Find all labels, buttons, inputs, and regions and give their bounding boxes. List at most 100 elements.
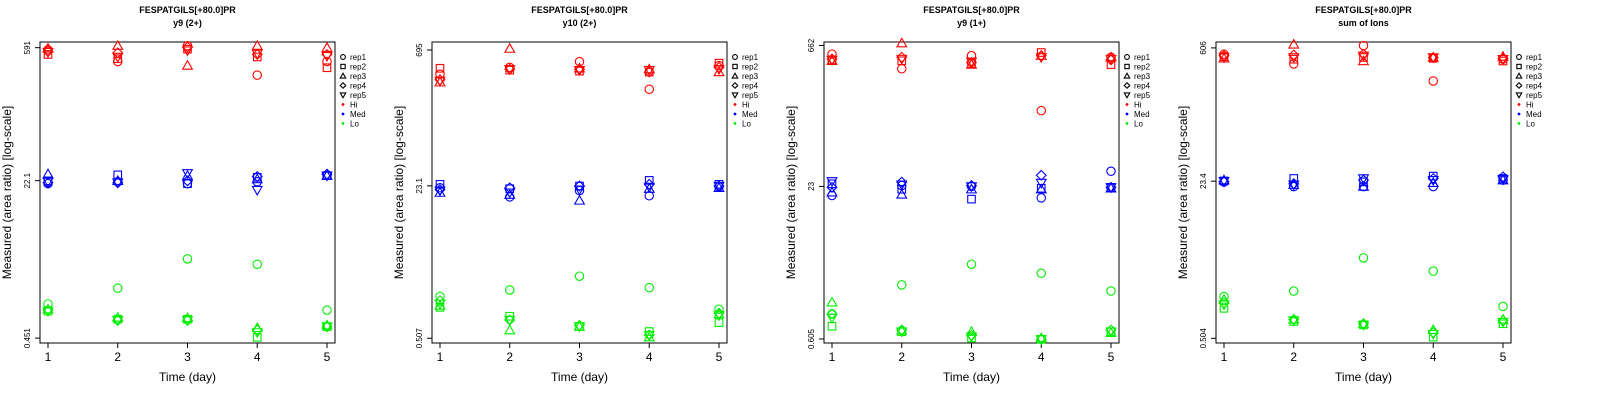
legend-label: rep1 — [1526, 53, 1543, 62]
data-point-hi-rep2 — [322, 63, 332, 73]
legend-dot-icon — [1125, 103, 1129, 106]
data-point-lo-rep5 — [1427, 329, 1440, 340]
data-point-lo-rep5 — [895, 327, 908, 338]
y-tick-label: 695 — [415, 43, 424, 57]
x-tick-label: 5 — [324, 350, 331, 364]
x-tick-label: 4 — [1038, 350, 1045, 364]
legend-diamond-icon — [731, 81, 739, 90]
plot-frame — [431, 41, 728, 344]
legend-label: rep3 — [1134, 72, 1151, 81]
data-point-lo-rep2 — [252, 333, 262, 342]
x-tick-label: 3 — [184, 350, 191, 364]
legend-label: rep2 — [742, 63, 759, 72]
data-point-lo-rep5 — [1105, 327, 1117, 338]
data-point-med-rep2 — [967, 194, 976, 204]
legend-circle-icon — [732, 54, 738, 60]
legend-square-icon — [1516, 63, 1522, 70]
data-point-lo-rep5 — [965, 332, 978, 343]
legend-triangle-down-icon — [731, 92, 739, 99]
legend-label: Med — [742, 110, 758, 119]
data-point-hi-rep3 — [573, 62, 586, 73]
data-point-lo-rep5 — [1035, 335, 1048, 346]
data-point-lo-rep5 — [251, 328, 264, 339]
legend-dot-icon — [1517, 112, 1521, 116]
data-point-med-rep5 — [181, 169, 194, 180]
data-point-lo-rep5 — [826, 313, 838, 324]
data-point-med-rep2 — [183, 179, 192, 189]
data-point-lo-rep1 — [1498, 301, 1508, 312]
data-point-lo-rep4 — [1427, 326, 1439, 339]
data-point-lo-rep5 — [643, 330, 656, 341]
data-point-lo-rep3 — [1218, 293, 1230, 304]
plot-frame — [1215, 41, 1512, 344]
legend-label: rep2 — [1134, 63, 1151, 72]
x-tick-label: 4 — [254, 350, 261, 364]
data-point-hi-rep5 — [965, 57, 978, 68]
x-tick-label: 1 — [45, 350, 52, 364]
legend-dot-icon — [341, 112, 345, 116]
data-point-med-rep4 — [181, 175, 194, 187]
data-point-med-rep5 — [965, 182, 978, 193]
data-point-hi-rep1 — [574, 56, 585, 67]
data-point-med-rep5 — [826, 177, 838, 188]
data-point-hi-rep5 — [503, 65, 516, 76]
data-point-lo-rep5 — [434, 299, 446, 310]
data-point-hi-rep5 — [42, 47, 54, 59]
legend-label: rep1 — [350, 53, 367, 62]
data-point-hi-rep5 — [1497, 55, 1509, 66]
data-point-lo-rep2 — [714, 318, 724, 327]
data-point-lo-rep4 — [434, 295, 446, 307]
legend-label: rep5 — [350, 91, 367, 100]
chart-subtitle: y10 (2+) — [563, 18, 597, 28]
data-point-med-rep3 — [181, 169, 194, 180]
data-point-lo-rep1 — [574, 271, 585, 281]
data-point-hi-rep3 — [503, 42, 516, 53]
data-point-med-rep5 — [643, 182, 656, 193]
data-point-med-rep4 — [251, 170, 263, 183]
data-point-lo-rep3 — [1357, 317, 1370, 328]
x-tick-label: 5 — [1108, 350, 1115, 364]
legend-triangle-up-icon — [731, 72, 739, 79]
data-point-med-rep3 — [42, 168, 54, 179]
data-point-med-rep5 — [1105, 183, 1117, 194]
x-tick-label: 1 — [437, 350, 444, 364]
data-point-med-rep5 — [1218, 176, 1230, 187]
data-point-med-rep4 — [504, 182, 516, 194]
data-point-med-rep1 — [1036, 193, 1047, 203]
data-point-lo-rep1 — [1036, 268, 1047, 279]
data-point-lo-rep1 — [644, 282, 654, 293]
data-point-hi-rep5 — [181, 46, 194, 57]
data-point-hi-rep2 — [43, 50, 53, 59]
x-tick-label: 4 — [646, 350, 653, 364]
legend-diamond-icon — [339, 81, 347, 90]
data-point-lo-rep3 — [826, 296, 838, 307]
legend-dot-icon — [1125, 122, 1129, 125]
legend-dot-icon — [1125, 112, 1129, 116]
data-point-lo-rep1 — [1358, 253, 1369, 263]
legend-label: rep5 — [1526, 91, 1543, 100]
legend-triangle-down-icon — [1123, 92, 1131, 99]
y-tick-label: 23 — [807, 181, 816, 190]
legend-label: Med — [1526, 110, 1542, 119]
data-point-lo-rep1 — [322, 305, 332, 315]
x-tick-label: 5 — [716, 350, 723, 364]
data-point-lo-rep4 — [573, 319, 586, 331]
legend-label: rep4 — [1134, 82, 1151, 91]
chart-panel-2: FESPATGILS[+80.0]PR y10 (2+) 1 2 3 4 5 Time (da… — [392, 5, 759, 384]
chart-panel-1: FESPATGILS[+80.0]PR y9 (2+) 1 2 3 4 5 Time (day… — [0, 5, 367, 384]
chart-title: FESPATGILS[+80.0]PR — [1315, 5, 1412, 15]
y-tick-label: 0.507 — [415, 328, 424, 349]
legend-label: rep5 — [1134, 91, 1151, 100]
chart-title: FESPATGILS[+80.0]PR — [139, 5, 236, 15]
x-tick-label: 3 — [1360, 350, 1367, 364]
legend-square-icon — [732, 63, 738, 70]
legend-label: Hi — [350, 101, 358, 110]
y-tick-label: 662 — [807, 38, 816, 52]
data-point-med-rep3 — [1035, 183, 1048, 194]
x-axis-label: Time (day) — [159, 370, 216, 384]
legend-circle-icon — [1124, 54, 1130, 60]
data-point-lo-rep1 — [1428, 266, 1439, 276]
chart-subtitle: y9 (2+) — [173, 18, 202, 28]
data-point-med-rep2 — [1289, 174, 1299, 183]
legend-label: rep2 — [350, 63, 367, 72]
